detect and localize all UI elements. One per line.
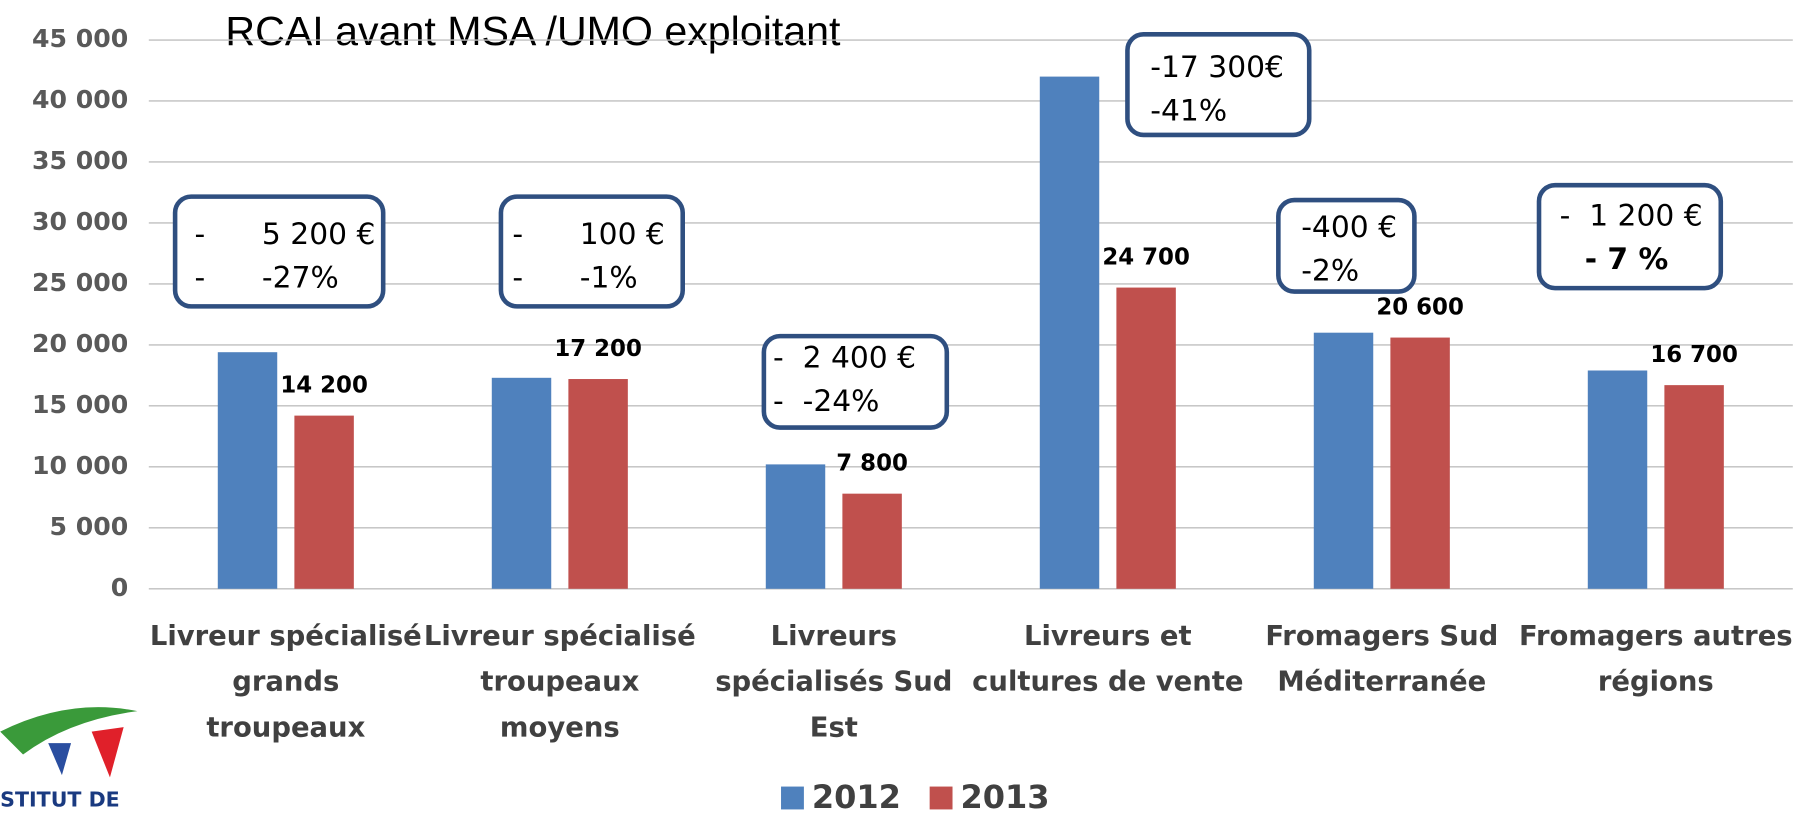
annotation-box	[761, 333, 950, 430]
logo-text: STITUT DE	[0, 787, 120, 811]
x-tick-label: Livreurs et cultures de vente	[972, 620, 1243, 697]
data-label: 14 200	[280, 372, 368, 398]
y-tick-label: 5 000	[49, 512, 128, 541]
logo-swoosh	[0, 707, 138, 755]
x-tick-label: Livreur spécialisé troupeaux moyens	[424, 620, 696, 742]
annotation-box	[1125, 32, 1312, 138]
annotation-text: -400 €	[1301, 210, 1397, 245]
y-tick-label: 15 000	[32, 390, 128, 419]
data-label: 24 700	[1102, 244, 1189, 270]
legend-label: 2012	[812, 778, 901, 814]
bar	[568, 379, 628, 589]
x-tick-label: Fromagers autres régions	[1519, 620, 1793, 697]
annotation-text: - -27%	[195, 260, 339, 295]
data-label: 16 700	[1650, 342, 1738, 368]
bar	[491, 377, 552, 589]
annotation-text: -41%	[1150, 94, 1227, 129]
y-tick-label: 30 000	[32, 207, 128, 236]
bar	[1587, 370, 1648, 589]
annotation-box	[172, 194, 386, 309]
annotation-text: - 1 200 €	[1560, 199, 1703, 234]
bar	[1313, 332, 1374, 589]
logo: STITUT DE	[0, 707, 138, 811]
bar	[294, 415, 354, 589]
y-tick-label: 10 000	[32, 451, 128, 480]
y-tick-label: 35 000	[32, 146, 128, 175]
annotation-text: - 2 400 €	[773, 340, 916, 375]
data-label: 20 600	[1376, 294, 1464, 320]
annotation-box	[498, 194, 685, 309]
legend-swatch	[929, 786, 953, 810]
chart-title: RCAI avant MSA /UMO exploitant	[225, 8, 841, 54]
bar	[842, 493, 902, 589]
annotation-box	[1536, 182, 1724, 291]
annotation-text: - -24%	[773, 384, 879, 419]
bar	[1390, 337, 1450, 589]
y-tick-label: 20 000	[32, 329, 128, 358]
x-tick-label: Livreur spécialisé grands troupeaux	[150, 620, 422, 742]
data-label: 7 800	[836, 450, 908, 476]
annotation-text: - -1%	[512, 260, 637, 295]
legend-label: 2013	[961, 778, 1050, 814]
legend-swatch	[781, 786, 804, 810]
logo-shape	[91, 727, 124, 778]
bar	[1039, 76, 1100, 589]
annotation-text: -2%	[1301, 254, 1359, 289]
x-tick-label: Livreurs spécialisés Sud Est	[715, 620, 952, 742]
annotation-text: -17 300€	[1150, 50, 1284, 85]
data-label: 17 200	[554, 336, 642, 362]
annotation-box	[1276, 197, 1417, 294]
bar	[1116, 287, 1176, 589]
bar	[217, 352, 278, 589]
annotation-text: - 7 %	[1585, 242, 1668, 277]
annotation-text: - 100 €	[512, 217, 664, 252]
bar	[765, 464, 826, 589]
y-tick-label: 25 000	[32, 268, 128, 297]
logo-shape	[48, 743, 72, 776]
y-tick-label: 0	[111, 573, 128, 602]
y-tick-label: 40 000	[32, 85, 128, 114]
x-tick-label: Fromagers Sud Méditerranée	[1265, 620, 1498, 697]
y-tick-label: 45 000	[32, 24, 128, 53]
annotation-text: - 5 200 €	[195, 217, 376, 252]
bar	[1664, 385, 1724, 589]
